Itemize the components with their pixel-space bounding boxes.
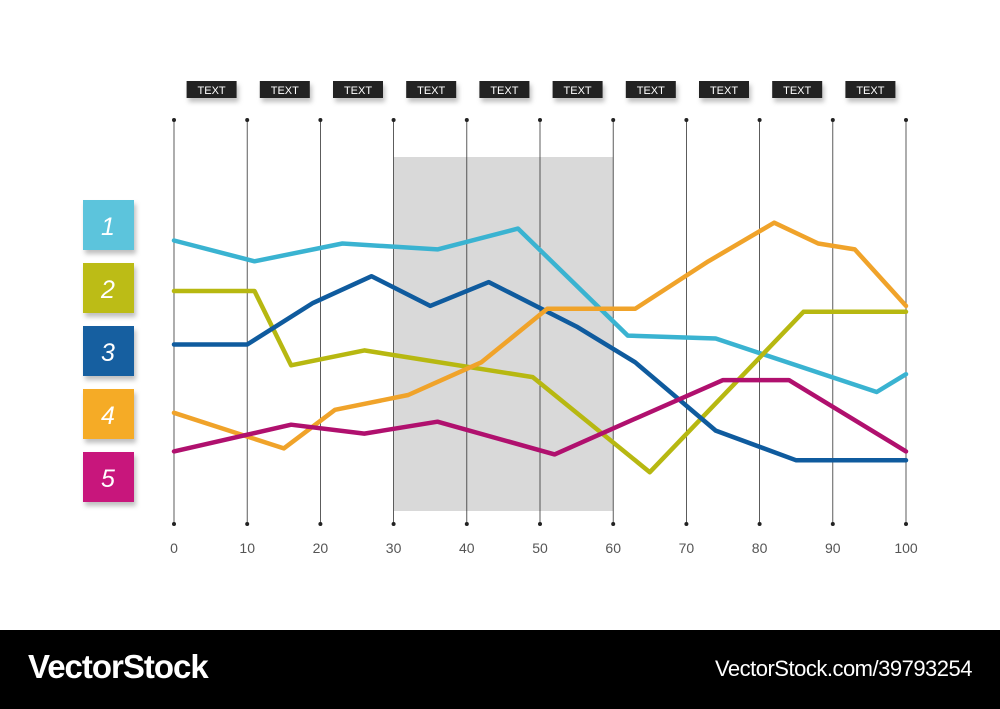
grid-dot-top bbox=[318, 118, 323, 122]
header-tag bbox=[845, 81, 896, 98]
line-chart: 0 10 20 30 40 50 60 70 80 90 100 TEXT TEXT TEXT TEXT TE… bbox=[83, 81, 918, 556]
header-tag bbox=[259, 81, 310, 98]
header-tag-label: TEXT bbox=[856, 85, 884, 97]
footer-bar: VectorStock VectorStock.com/39793254 bbox=[0, 630, 1000, 709]
grid-dot-bottom bbox=[757, 522, 762, 526]
x-tick-label: 10 bbox=[239, 540, 255, 556]
grid-dot-top bbox=[904, 118, 908, 122]
grid-dot-top bbox=[245, 118, 250, 122]
x-tick-label: 0 bbox=[170, 540, 178, 556]
header-tag-label: TEXT bbox=[783, 85, 811, 97]
x-tick-label: 50 bbox=[532, 540, 548, 556]
header-tag-label: TEXT bbox=[417, 85, 445, 97]
series-line-3 bbox=[171, 273, 909, 463]
grid-dot-bottom bbox=[684, 522, 689, 526]
grid-dot-bottom bbox=[904, 522, 908, 526]
highlight-band bbox=[393, 157, 614, 511]
header-tag-label: TEXT bbox=[344, 85, 372, 97]
series-line-2 bbox=[171, 288, 909, 475]
x-tick-label: 20 bbox=[313, 540, 329, 556]
grid-dot-bottom bbox=[830, 522, 835, 526]
image-id: VectorStock.com/39793254 bbox=[714, 656, 973, 681]
grid-dot-bottom bbox=[611, 522, 616, 526]
grid-dot-top bbox=[464, 118, 469, 122]
legend-box-2 bbox=[83, 263, 134, 313]
grid-dot-top bbox=[391, 118, 396, 122]
header-tag bbox=[186, 81, 237, 98]
series-line-4 bbox=[171, 220, 909, 451]
legend-label-3: 3 bbox=[101, 339, 115, 367]
legend-label-4: 4 bbox=[101, 402, 115, 430]
legend-box-3 bbox=[83, 326, 134, 376]
grid-dot-top bbox=[538, 118, 542, 122]
grid-dot-bottom bbox=[538, 522, 542, 526]
series-line-5 bbox=[171, 377, 909, 457]
grid-dot-top bbox=[684, 118, 689, 122]
legend-label-5: 5 bbox=[101, 465, 115, 493]
x-tick-label: 30 bbox=[386, 540, 402, 556]
header-tag-label: TEXT bbox=[198, 85, 226, 97]
grid-dot-bottom bbox=[391, 522, 396, 526]
series-line-1 bbox=[171, 226, 909, 395]
x-tick-label: 100 bbox=[894, 540, 918, 556]
grid-dot-bottom bbox=[318, 522, 323, 526]
grid-dot-bottom bbox=[172, 522, 176, 526]
header-tag bbox=[552, 81, 603, 98]
legend-label-1: 1 bbox=[101, 213, 115, 241]
header-tag bbox=[479, 81, 530, 98]
brand-logo: VectorStock bbox=[28, 648, 209, 685]
legend-box-1 bbox=[83, 200, 134, 250]
header-tag bbox=[406, 81, 457, 98]
x-tick-label: 60 bbox=[605, 540, 621, 556]
grid-dot-top bbox=[611, 118, 616, 122]
header-tag bbox=[699, 81, 749, 98]
header-tag-label: TEXT bbox=[710, 85, 738, 97]
x-tick-label: 40 bbox=[459, 540, 475, 556]
header-tag bbox=[333, 81, 383, 98]
x-tick-label: 90 bbox=[825, 540, 841, 556]
legend-label-2: 2 bbox=[100, 276, 115, 304]
grid-dot-top bbox=[830, 118, 835, 122]
legend-box-4 bbox=[83, 389, 134, 439]
header-tag bbox=[625, 81, 676, 98]
grid-dot-bottom bbox=[464, 522, 469, 526]
legend-box-5 bbox=[83, 452, 134, 502]
header-tag-label: TEXT bbox=[271, 85, 299, 97]
header-tag-label: TEXT bbox=[490, 85, 518, 97]
header-tag bbox=[772, 81, 823, 98]
grid-dot-bottom bbox=[245, 522, 250, 526]
x-tick-label: 70 bbox=[679, 540, 695, 556]
x-tick-label: 80 bbox=[752, 540, 768, 556]
grid-dot-top bbox=[757, 118, 762, 122]
header-tag-label: TEXT bbox=[637, 85, 665, 97]
header-tag-label: TEXT bbox=[564, 85, 592, 97]
grid-dot-top bbox=[172, 118, 176, 122]
